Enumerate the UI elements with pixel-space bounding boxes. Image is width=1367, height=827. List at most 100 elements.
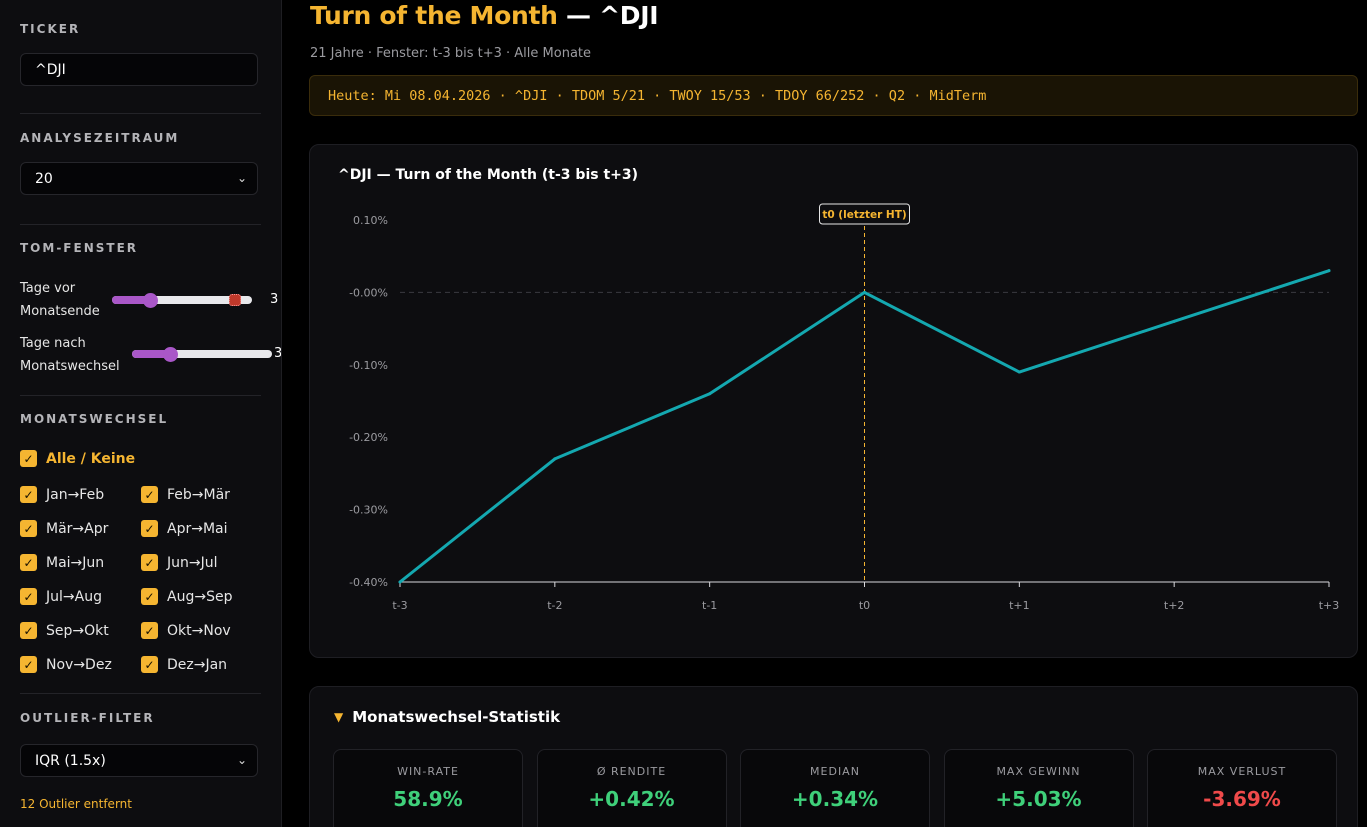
days-after-slider[interactable] [132, 347, 272, 362]
line-chart: 0.10% -0.00% -0.10% -0.20% -0.30% -0.40% t-3 t-… [349, 203, 1340, 612]
period-select-value: 20 [35, 170, 53, 187]
month-checkbox-label: Mär→Apr [46, 520, 109, 537]
days-before-value: 3 [270, 292, 279, 307]
kpi-value: 58.9% [393, 787, 463, 811]
today-info-bar: Heute: Mi 08.04.2026 · ^DJI · TDOM 5/21 … [309, 75, 1358, 116]
select-all-checkbox[interactable]: ✓ Alle / Keine [20, 450, 135, 467]
month-checkbox[interactable]: ✓ Sep→Okt [20, 622, 109, 639]
sidebar: TICKER ^DJI ANALYSEZEITRAUM 20 ⌄ TOM-FEN… [0, 0, 282, 827]
checkmark-icon: ✓ [141, 520, 158, 537]
data-point [863, 290, 866, 294]
kpi-card: MEDIAN +0.34% [740, 749, 930, 827]
kpi-card: MAX VERLUST -3.69% [1147, 749, 1337, 827]
kpi-card: MAX GEWINN +5.03% [943, 749, 1134, 827]
checkmark-icon: ✓ [20, 622, 37, 639]
month-checkbox[interactable]: ✓ Jan→Feb [20, 486, 104, 503]
month-checkbox[interactable]: ✓ Okt→Nov [141, 622, 231, 639]
x-tick-label: t0 [859, 599, 870, 612]
checkmark-icon: ✓ [141, 554, 158, 571]
kpi-card: Ø RENDITE +0.42% [536, 749, 727, 827]
x-tick-label: t+1 [1009, 599, 1030, 612]
month-checkbox[interactable]: ✓ Apr→Mai [141, 520, 228, 537]
page-title-accent: Turn of the Month [310, 1, 558, 30]
stats-title: Monatswechsel-Statistik [352, 708, 561, 726]
days-before-slider[interactable] [112, 293, 252, 308]
y-tick-label: -0.40% [349, 576, 388, 589]
month-checkbox[interactable]: ✓ Jun→Jul [141, 554, 218, 571]
month-checkbox-label: Apr→Mai [167, 520, 228, 537]
outlier-section-title: OUTLIER-FILTER [20, 711, 155, 725]
month-checkbox[interactable]: ✓ Mär→Apr [20, 520, 108, 537]
month-checkbox[interactable]: ✓ Nov→Dez [20, 656, 112, 673]
slider-fill [132, 350, 171, 358]
checkmark-icon: ✓ [20, 520, 37, 537]
outlier-select[interactable]: IQR (1.5x) ⌄ [20, 744, 258, 777]
y-tick-label: -0.30% [349, 504, 388, 517]
divider [20, 395, 261, 396]
main-content: Turn of the Month — ^DJI 21 Jahre · Fens… [282, 0, 1367, 827]
kpi-label: MAX GEWINN [996, 765, 1081, 778]
select-all-label: Alle / Keine [46, 450, 136, 467]
chevron-down-icon: ⌄ [236, 753, 247, 767]
page-title-ticker: — ^DJI [557, 1, 659, 30]
days-after-value: 3 [274, 346, 282, 361]
month-checkbox[interactable]: ✓ Dez→Jan [141, 656, 227, 673]
stats-card: ▼ Monatswechsel-Statistik WIN-RATE 58.9% Ø… [309, 686, 1358, 827]
t0-annotation-label: t0 (letzter HT) [822, 209, 906, 221]
month-checkbox[interactable]: ✓ Jul→Aug [20, 588, 102, 605]
x-tick-label: t+3 [1319, 599, 1340, 612]
chart-title: ^DJI — Turn of the Month (t-3 bis t+3) [338, 167, 639, 183]
x-tick-label: t-2 [547, 599, 562, 612]
collapse-triangle-icon: ▼ [334, 710, 344, 724]
y-tick-label: -0.00% [349, 286, 388, 299]
tom-section-title: TOM-FENSTER [20, 241, 139, 255]
period-section-title: ANALYSEZEITRAUM [20, 131, 180, 145]
data-point [1017, 370, 1021, 374]
kpi-label: MAX VERLUST [1197, 765, 1287, 778]
month-checkbox[interactable]: ✓ Feb→Mär [141, 486, 230, 503]
checkmark-icon: ✓ [141, 486, 158, 503]
stats-header[interactable]: ▼ Monatswechsel-Statistik [334, 708, 560, 726]
divider [20, 693, 261, 694]
divider [20, 113, 261, 114]
after-label-line1: Tage nach [20, 336, 86, 351]
checkmark-icon: ✓ [20, 486, 37, 503]
chevron-down-icon: ⌄ [236, 171, 247, 185]
months-section-title: MONATSWECHSEL [20, 412, 169, 426]
ticker-input[interactable]: ^DJI [20, 53, 258, 86]
x-tick-label: t-1 [702, 599, 717, 612]
month-checkbox[interactable]: ✓ Aug→Sep [141, 588, 232, 605]
month-checkbox[interactable]: ✓ Mai→Jun [20, 554, 104, 571]
period-select[interactable]: 20 ⌄ [20, 162, 258, 195]
month-checkbox-label: Mai→Jun [46, 554, 105, 571]
y-tick-label: -0.20% [349, 431, 388, 444]
page-title: Turn of the Month — ^DJI [310, 1, 659, 30]
month-checkbox-label: Dez→Jan [167, 656, 228, 673]
slider-thumb[interactable] [163, 347, 178, 362]
x-tick-label: t-3 [392, 599, 407, 612]
kpi-value: +5.03% [995, 787, 1082, 811]
month-checkbox-label: Jan→Feb [46, 486, 105, 503]
data-point [1172, 319, 1176, 323]
y-tick-label: -0.10% [349, 359, 388, 372]
slider-thumb[interactable] [143, 293, 158, 308]
x-tick-label: t+2 [1164, 599, 1185, 612]
kpi-card: WIN-RATE 58.9% [333, 749, 523, 827]
checkmark-icon: ✓ [20, 554, 37, 571]
kpi-value: +0.34% [791, 787, 879, 811]
kpi-value: +0.42% [588, 787, 675, 811]
page-subtitle: 21 Jahre · Fenster: t-3 bis t+3 · Alle M… [310, 46, 592, 61]
month-checkbox-label: Sep→Okt [46, 622, 109, 639]
data-point [553, 457, 557, 461]
outlier-note: 12 Outlier entfernt [20, 797, 132, 811]
kpi-label: Ø RENDITE [596, 765, 667, 778]
month-checkbox-label: Okt→Nov [167, 622, 231, 639]
month-checkbox-label: Jun→Jul [167, 554, 218, 571]
before-label-line2: Monatsende [20, 304, 100, 319]
checkmark-icon: ✓ [141, 622, 158, 639]
ticker-section-title: TICKER [20, 22, 81, 36]
kpi-label: MEDIAN [810, 765, 860, 778]
after-label-line2: Monatswechsel [20, 359, 120, 374]
data-point [398, 580, 402, 584]
checkmark-icon: ✓ [141, 656, 158, 673]
